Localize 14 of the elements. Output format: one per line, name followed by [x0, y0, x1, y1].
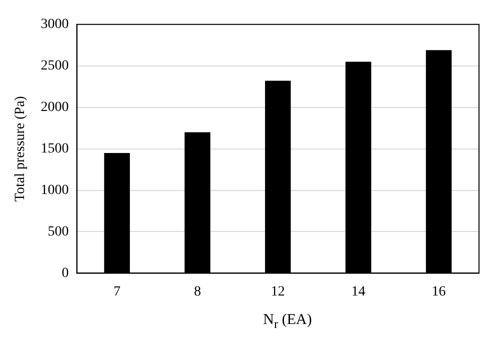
- x-tick-label: 7: [114, 284, 121, 300]
- y-tick-label: 2000: [40, 100, 69, 116]
- y-tick-label: 0: [62, 266, 69, 281]
- x-tick-label: 14: [351, 284, 366, 300]
- y-tick-label: 1500: [40, 141, 69, 156]
- x-tick-label: 8: [194, 284, 201, 300]
- y-tick-label: 500: [48, 224, 69, 240]
- y-tick-label: 1000: [40, 182, 69, 198]
- x-axis-title: N$_{r}$ (EA): [262, 312, 313, 332]
- y-axis-title: Total pressure (Pa): [13, 96, 28, 202]
- y-tick-label: 3000: [40, 17, 69, 32]
- y-tick-label: 2500: [40, 58, 69, 74]
- x-tick-label: 12: [270, 284, 285, 300]
- x-tick-label: 16: [432, 284, 446, 300]
